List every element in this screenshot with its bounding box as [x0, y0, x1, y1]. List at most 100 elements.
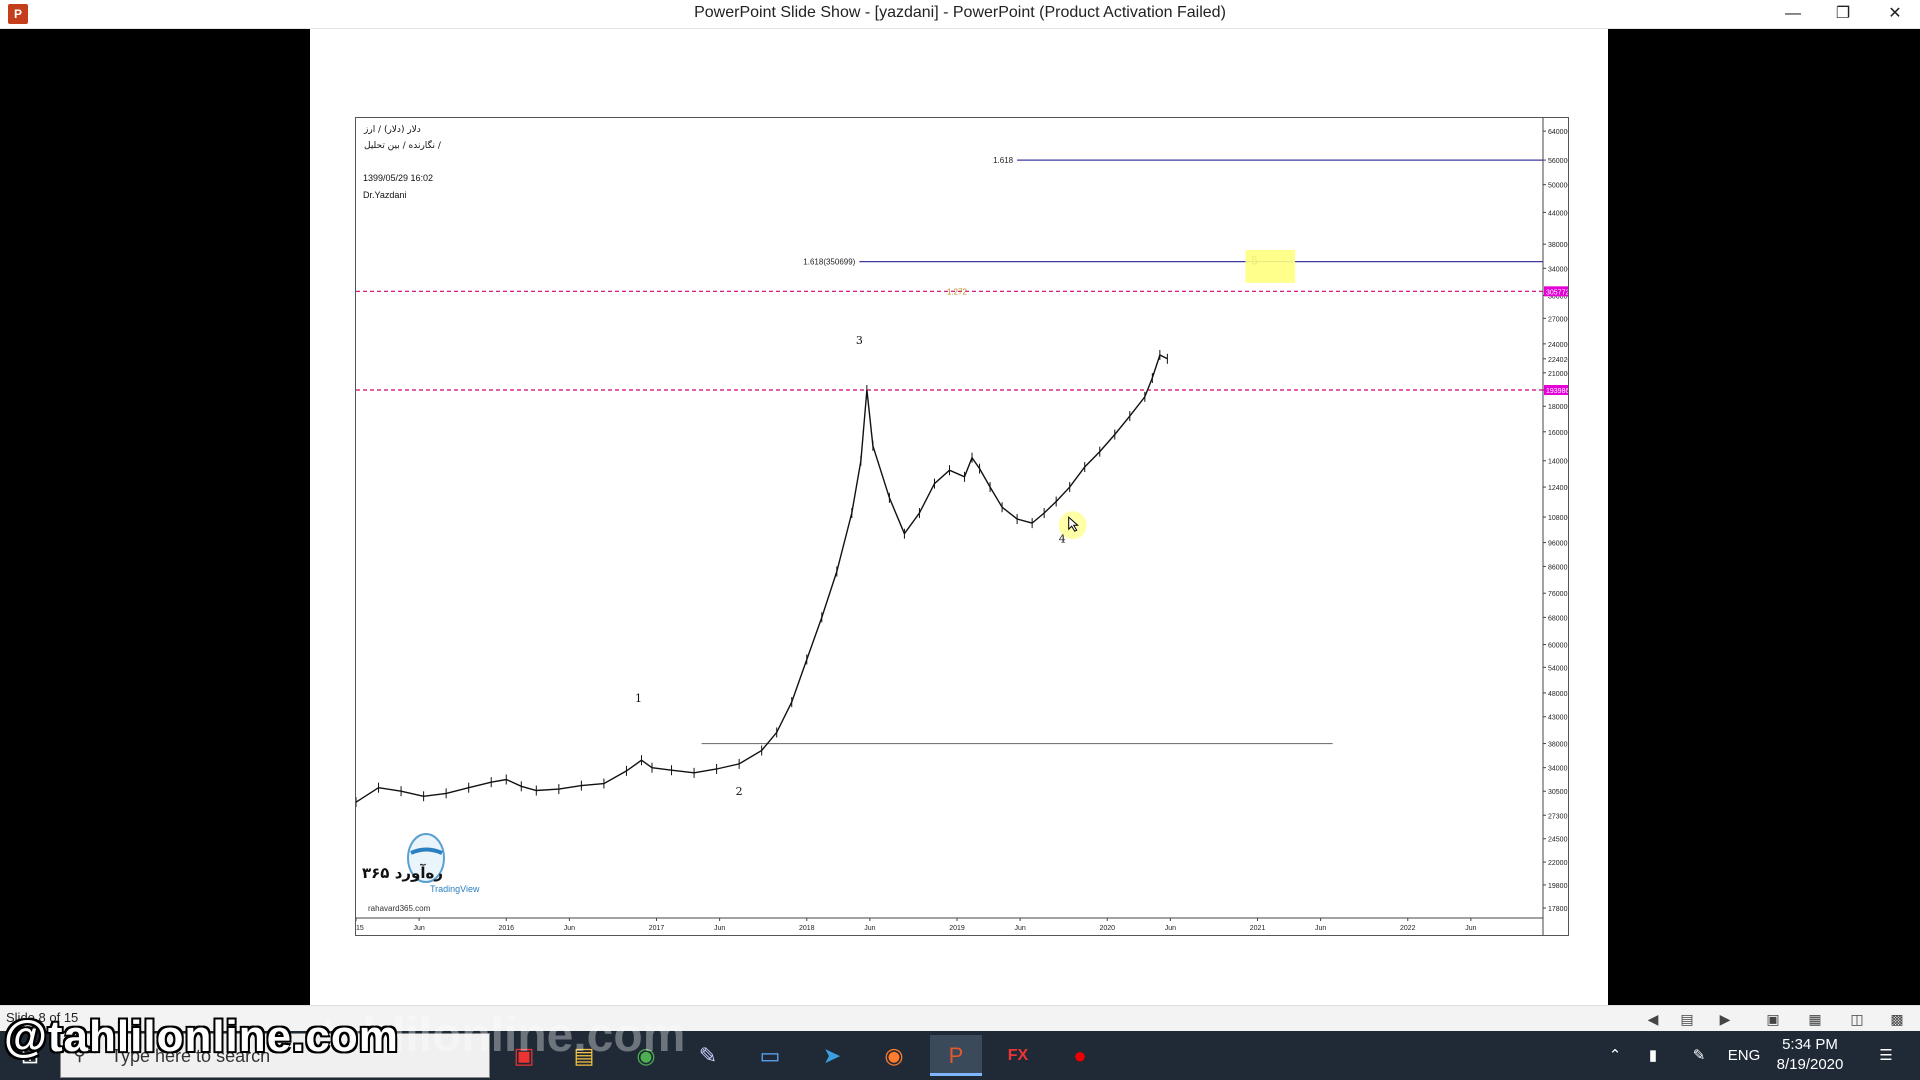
x-tick-label-9: Jun	[1014, 925, 1025, 932]
window-titlebar: P PowerPoint Slide Show - [yazdani] - Po…	[0, 0, 1920, 29]
tray-chevron-icon[interactable]: ⌃	[1608, 1047, 1622, 1064]
y-tick-label-20: 68000	[1548, 615, 1568, 622]
restore-icon[interactable]: ❐	[1835, 5, 1851, 22]
x-tick-label-12: 2021	[1250, 925, 1266, 932]
y-tick-label-30: 22000	[1548, 860, 1568, 867]
slide-counter: Slide 8 of 15	[6, 1010, 79, 1025]
y-tick-label-14: 140000	[1548, 459, 1568, 466]
price-chart: دلار (دلار) / ارز نگارنده / بین تحلیل / …	[355, 117, 1569, 936]
price-tag-lower-bg	[1544, 385, 1568, 396]
wave-label-4: 4	[1059, 533, 1066, 546]
target-zone-highlight	[1245, 249, 1296, 283]
search-placeholder: Type here to search	[111, 1046, 271, 1066]
notes-icon[interactable]: ▤	[1680, 1011, 1694, 1027]
level-label-2: 1.272	[947, 287, 968, 296]
wave-label-3: 3	[856, 334, 863, 347]
slideshow-icon[interactable]: ▩	[1890, 1011, 1904, 1027]
y-tick-label-24: 43000	[1548, 715, 1568, 722]
desktop-app-icon[interactable]: ▭	[759, 1043, 781, 1068]
y-tick-label-23: 48000	[1548, 691, 1568, 698]
y-tick-label-21: 60000	[1548, 643, 1568, 650]
chart-author: Dr.Yazdani	[363, 190, 406, 200]
x-tick-label-7: Jun	[864, 925, 875, 932]
y-tick-label-8: 240000	[1548, 342, 1568, 349]
y-tick-label-29: 24500	[1548, 837, 1568, 844]
y-tick-label-10: 210000	[1548, 371, 1568, 378]
slide-sorter-icon[interactable]: ▦	[1808, 1011, 1822, 1027]
close-icon[interactable]: ✕	[1888, 5, 1902, 22]
windows-taskbar: ⊞ ⚲ Type here to search ▣ ▤ ◉ ✎ ▭ ➤ ◉ P …	[0, 1031, 1920, 1080]
pen-icon[interactable]: ✎	[1692, 1047, 1706, 1064]
normal-view-icon[interactable]: ▣	[1766, 1011, 1780, 1027]
price-series-group	[356, 349, 1168, 808]
previous-slide-icon[interactable]: ◀	[1647, 1011, 1659, 1027]
gift-app-icon[interactable]: ▣	[513, 1043, 535, 1068]
y-tick-label-25: 38000	[1548, 742, 1568, 749]
y-tick-label-12: 180000	[1548, 404, 1568, 411]
price-tag-upper-bg	[1544, 286, 1568, 297]
language-indicator[interactable]: ENG	[1727, 1047, 1761, 1064]
y-tick-label-1: 560000	[1548, 158, 1568, 165]
wave-label-1: 1	[635, 692, 642, 705]
powerpoint-taskbar-icon[interactable]: P	[930, 1035, 982, 1076]
mouse-cursor-icon	[1068, 516, 1080, 532]
x-tick-label-8: 2019	[949, 925, 965, 932]
y-tick-label-32: 17800	[1548, 906, 1568, 913]
y-tick-label-7: 270000	[1548, 316, 1568, 323]
reading-view-icon[interactable]: ◫	[1850, 1011, 1864, 1027]
x-tick-label-10: 2020	[1099, 925, 1115, 932]
slideshow-stage: دلار (دلار) / ارز نگارنده / بین تحلیل / …	[0, 29, 1920, 1005]
y-tick-label-13: 160000	[1548, 430, 1568, 437]
x-tick-label-13: Jun	[1315, 925, 1326, 932]
x-tick-label-11: Jun	[1165, 925, 1176, 932]
paint-icon[interactable]: ✎	[698, 1043, 718, 1068]
x-tick-label-15: Jun	[1465, 925, 1476, 932]
record-icon[interactable]: ●	[1073, 1043, 1087, 1068]
watermark-secondary: tahlilonline.com	[320, 1009, 686, 1062]
y-tick-label-5: 340000	[1548, 266, 1568, 273]
battery-icon[interactable]: ▮	[1648, 1047, 1658, 1064]
y-tick-label-9: 224020	[1548, 357, 1568, 364]
level-label-0: 1.618	[993, 156, 1014, 165]
rahavard-logo: ره‌آورد ۳۶۵ TradingView rahavard365.com	[362, 833, 480, 913]
powerpoint-app-icon[interactable]: P	[8, 4, 28, 24]
logo-website: rahavard365.com	[368, 904, 431, 913]
telegram-icon[interactable]: ➤	[822, 1043, 842, 1068]
price-tag-lower: 193986	[1546, 388, 1568, 395]
logo-subtext: TradingView	[430, 884, 480, 894]
clock-time: 5:34 PM	[1782, 1036, 1838, 1053]
notifications-icon[interactable]: ☰	[1879, 1047, 1893, 1064]
chrome-icon[interactable]: ◉	[636, 1043, 656, 1068]
y-tick-label-17: 96000	[1548, 541, 1568, 548]
y-tick-label-22: 54000	[1548, 665, 1568, 672]
chart-timestamp: 1399/05/29 16:02	[363, 173, 433, 183]
taskbar-search-input[interactable]: ⚲ Type here to search	[60, 1033, 490, 1078]
chart-header-line1: دلار (دلار) / ارز	[363, 125, 421, 135]
firefox-icon[interactable]: ◉	[884, 1043, 904, 1068]
y-tick-label-26: 34000	[1548, 766, 1568, 773]
y-tick-label-16: 108000	[1548, 515, 1568, 522]
y-tick-label-0: 640000	[1548, 129, 1568, 136]
y-tick-label-3: 440000	[1548, 210, 1568, 217]
y-tick-label-19: 76000	[1548, 591, 1568, 598]
x-tick-label-5: Jun	[714, 925, 725, 932]
slide-canvas[interactable]: دلار (دلار) / ارز نگارنده / بین تحلیل / …	[310, 29, 1608, 1005]
fxcm-icon[interactable]: FX	[1007, 1047, 1029, 1064]
start-windows-icon[interactable]: ⊞	[20, 1043, 40, 1068]
x-tick-label-3: Jun	[564, 925, 575, 932]
y-axis-ticks: 640000 560000 500000 440000 380000 340000 3000…	[1543, 129, 1568, 913]
y-tick-label-4: 380000	[1548, 242, 1568, 249]
minimize-icon[interactable]: —	[1785, 5, 1801, 22]
logo-text: ره‌آورد ۳۶۵	[362, 864, 443, 882]
x-tick-label-2: 2016	[498, 925, 514, 932]
y-tick-label-27: 30500	[1548, 789, 1568, 796]
x-axis-ticks: 2015 Jun 2016 Jun 2017 Jun 2018 Jun 2019 Jun 2020 J…	[356, 918, 1477, 932]
y-tick-label-2: 500000	[1548, 183, 1568, 190]
taskbar-clock[interactable]: 5:34 PM 8/19/2020	[1760, 1035, 1860, 1075]
price-tag-upper: 305772	[1546, 289, 1568, 296]
x-tick-label-14: 2022	[1400, 925, 1416, 932]
next-slide-icon[interactable]: ▶	[1719, 1011, 1731, 1027]
window-title: PowerPoint Slide Show - [yazdani] - Powe…	[694, 4, 1226, 21]
wave-label-2: 2	[736, 785, 743, 798]
file-explorer-icon[interactable]: ▤	[573, 1043, 595, 1068]
